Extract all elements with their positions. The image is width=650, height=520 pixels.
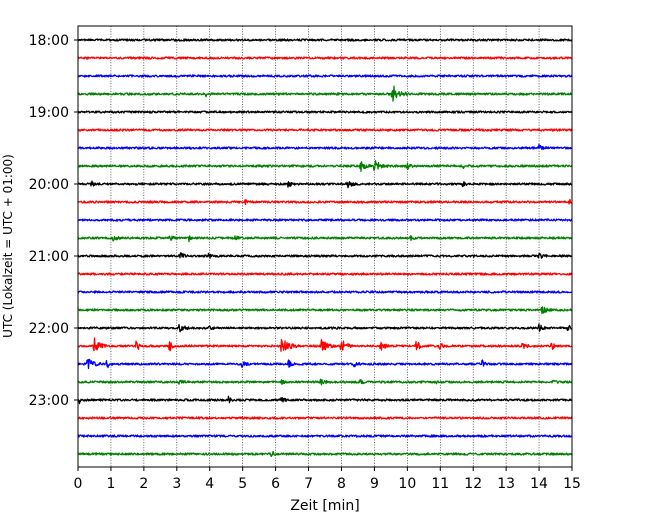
trace-line <box>77 272 573 276</box>
trace-line <box>77 143 573 151</box>
y-tick-label: 22:00 <box>29 321 69 337</box>
y-axis-label: UTC (Lokalzeit = UTC + 01:00) <box>1 154 15 338</box>
trace-line <box>77 395 573 405</box>
y-tick-label: 20:00 <box>29 177 69 193</box>
trace-line <box>77 450 573 458</box>
grid-lines <box>110 26 540 467</box>
trace-line <box>77 235 573 243</box>
x-tick-label: 0 <box>74 476 83 492</box>
trace-line <box>77 56 573 60</box>
trace-line <box>77 306 573 315</box>
trace-line <box>77 337 573 352</box>
trace-line <box>77 252 573 259</box>
x-axis-ticks: 0 1 2 3 4 5 6 7 8 9 10 11 12 13 14 15 <box>74 467 581 492</box>
trace-line <box>77 358 573 370</box>
trace-line <box>77 378 573 386</box>
trace-line <box>77 85 573 102</box>
x-tick-label: 11 <box>431 476 449 492</box>
y-axis-ticks: 18:00 19:00 20:00 21:00 22:00 23:00 <box>29 33 78 409</box>
x-tick-label: 1 <box>106 476 115 492</box>
y-tick-label: 23:00 <box>29 393 69 409</box>
x-tick-label: 7 <box>304 476 313 492</box>
trace-line <box>77 74 573 78</box>
trace-line <box>77 434 573 438</box>
trace-line <box>77 128 573 132</box>
x-axis-label: Zeit [min] <box>290 498 359 514</box>
x-tick-label: 2 <box>139 476 148 492</box>
x-tick-label: 8 <box>337 476 346 492</box>
trace-line <box>77 416 573 420</box>
trace-line <box>77 290 573 294</box>
trace-line <box>77 198 573 206</box>
trace-line <box>77 110 573 114</box>
x-tick-label: 6 <box>271 476 280 492</box>
x-tick-label: 10 <box>398 476 416 492</box>
trace-lines <box>77 38 573 458</box>
trace-line <box>77 38 573 42</box>
x-tick-label: 3 <box>172 476 181 492</box>
x-tick-label: 9 <box>370 476 379 492</box>
y-tick-label: 19:00 <box>29 105 69 121</box>
trace-line <box>77 323 573 333</box>
x-tick-label: 12 <box>464 476 482 492</box>
x-tick-label: 15 <box>563 476 581 492</box>
trace-line <box>77 180 573 189</box>
x-tick-label: 14 <box>530 476 548 492</box>
trace-line <box>77 218 573 222</box>
y-tick-label: 21:00 <box>29 249 69 265</box>
plot-frame <box>77 25 573 468</box>
x-tick-label: 5 <box>238 476 247 492</box>
trace-line <box>77 159 573 172</box>
x-tick-label: 4 <box>205 476 214 492</box>
y-tick-label: 18:00 <box>29 33 69 49</box>
x-tick-label: 13 <box>497 476 515 492</box>
